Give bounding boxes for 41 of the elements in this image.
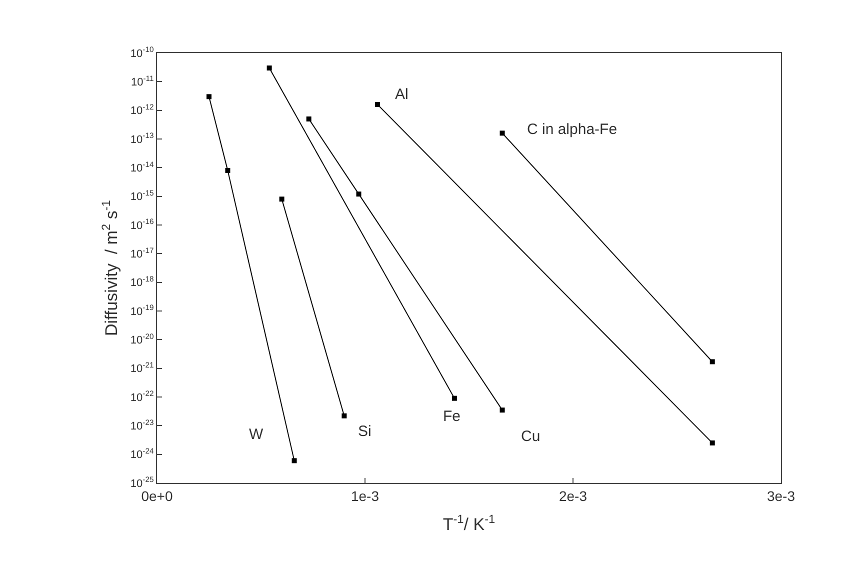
- point: [306, 116, 312, 122]
- y-tick-label: 10$^{-17}$: [130, 246, 154, 261]
- y-tick-label: 10$^{-10}$: [130, 45, 154, 60]
- y-tick-label: 10$^{-25}$: [130, 475, 154, 490]
- series-label: W: [249, 426, 264, 443]
- y-tick-label: 10$^{-16}$: [130, 217, 154, 232]
- point: [356, 192, 362, 197]
- x-tick-label: 0e+0: [141, 488, 173, 504]
- y-tick-label: 10$^{-22}$: [130, 389, 154, 404]
- y-tick-label: 10$^{-24}$: [130, 446, 155, 462]
- series-label: C in alpha-Fe: [527, 121, 618, 138]
- point: [452, 396, 457, 401]
- y-tick-label: 10$^{-11}$: [131, 74, 154, 89]
- point: [206, 94, 212, 100]
- point: [292, 458, 297, 464]
- y-tick-label: 10$^{-21}$: [130, 360, 154, 376]
- x-axis-title: T$^{-1}$/ K$^{-1}$: [442, 512, 496, 534]
- series-label: Si: [358, 423, 372, 440]
- y-tick-label: 10$^{-15}$: [130, 188, 154, 204]
- series-label: Al: [395, 86, 408, 103]
- x-tick-label: 1e-3: [350, 488, 380, 504]
- x-tick-label: 3e-3: [766, 488, 796, 504]
- point: [374, 102, 380, 107]
- y-tick-label: 10$^{-18}$: [130, 274, 154, 290]
- point: [266, 65, 272, 70]
- point: [710, 440, 715, 446]
- series-label: Fe: [443, 408, 461, 425]
- y-tick-label: 10$^{-12}$: [130, 102, 154, 118]
- y-tick-label: 10$^{-23}$: [130, 418, 154, 433]
- point: [225, 168, 230, 173]
- point: [500, 408, 505, 413]
- point: [500, 130, 505, 136]
- point: [279, 196, 284, 202]
- series-label: Cu: [521, 428, 540, 445]
- y-tick-label: 10$^{-20}$: [130, 332, 154, 347]
- point: [710, 359, 715, 364]
- y-tick-label: 10$^{-14}$: [130, 160, 155, 175]
- y-tick-label: 10$^{-13}$: [130, 131, 154, 146]
- x-tick-label: 2e-3: [558, 488, 588, 504]
- point: [342, 413, 347, 418]
- y-tick-label: 10$^{-19}$: [130, 303, 154, 318]
